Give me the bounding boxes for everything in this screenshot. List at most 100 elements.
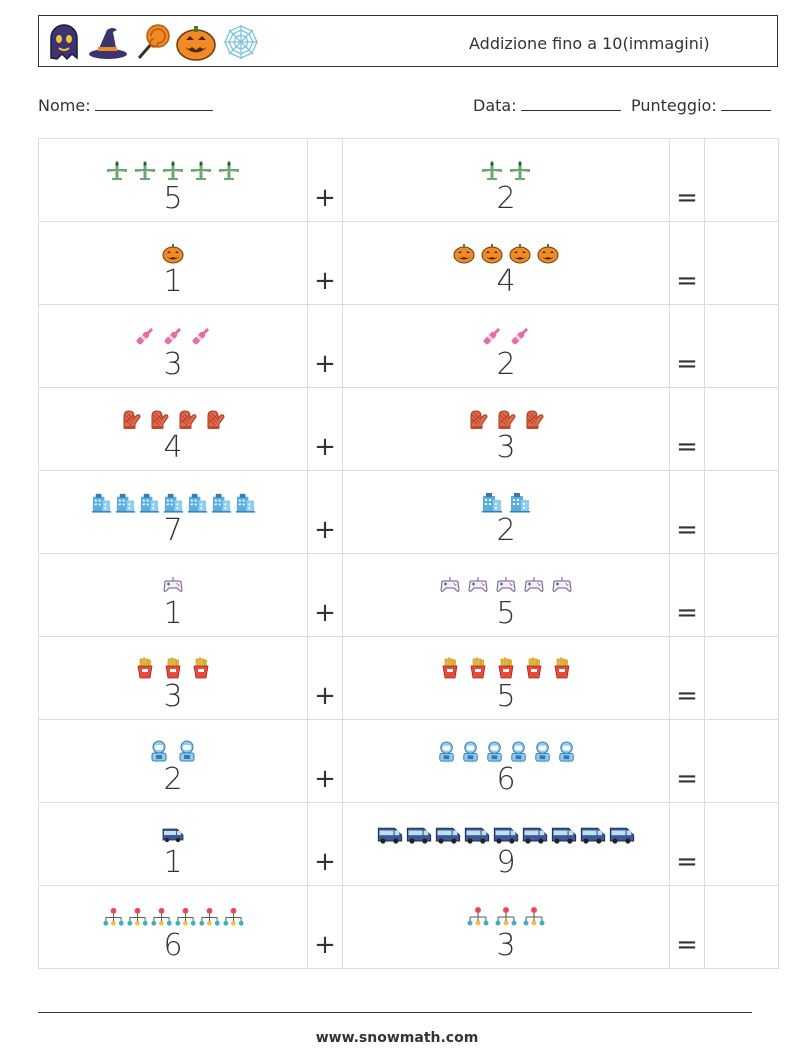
network-icon [523, 907, 545, 926]
astronaut-icon [462, 740, 478, 762]
french-fries-icon [498, 657, 514, 679]
picture-group [39, 655, 307, 681]
answer-box[interactable] [704, 885, 779, 969]
problem-row: 4 + 3 = [38, 387, 779, 471]
answer-box[interactable] [704, 387, 779, 471]
picture-group [39, 323, 307, 349]
answer-box[interactable] [704, 470, 779, 554]
second-addend-number: 9 [496, 845, 516, 880]
second-addend-cell: 5 [342, 553, 670, 637]
building-icon [211, 493, 231, 513]
second-addend-number: 2 [496, 513, 516, 548]
game-controller-icon [468, 577, 488, 592]
problem-row: 1 + 4 = [38, 221, 779, 305]
french-fries-icon [470, 657, 486, 679]
footer-website: www.snowmath.com [315, 1030, 479, 1046]
second-addend-cell: 6 [342, 719, 670, 803]
problem-row: 1 + [38, 553, 779, 637]
problem-row: 3 + 2 = [38, 304, 779, 388]
van-icon [493, 827, 519, 844]
footer-divider [38, 1012, 752, 1013]
second-addend-number: 5 [496, 596, 516, 631]
equals-sign: = [669, 802, 705, 886]
name-field: Nome: [38, 94, 213, 115]
french-fries-icon [526, 657, 542, 679]
building-icon [139, 493, 159, 513]
first-addend-number: 1 [163, 845, 183, 880]
second-addend-number: 2 [496, 181, 516, 216]
problem-row: 7 + 2 = [38, 470, 779, 554]
first-addend-cell: 6 [38, 885, 308, 969]
picture-group [39, 738, 307, 764]
van-icon [377, 827, 403, 844]
answer-box[interactable] [704, 719, 779, 803]
first-addend-cell: 1 [38, 553, 308, 637]
date-blank[interactable] [520, 94, 621, 111]
building-icon [187, 493, 207, 513]
header-icons [45, 20, 261, 64]
second-addend-number: 5 [496, 679, 516, 714]
score-label: Punteggio: [631, 96, 717, 115]
astronaut-icon [179, 740, 195, 762]
first-addend-cell: 2 [38, 719, 308, 803]
pumpkin-icon [537, 244, 559, 264]
answer-box[interactable] [704, 304, 779, 388]
van-icon [609, 827, 635, 844]
airplane-icon [163, 161, 183, 180]
astronaut-icon [438, 740, 454, 762]
van-icon [435, 827, 461, 844]
bottle-icon [511, 327, 529, 345]
answer-box[interactable] [704, 636, 779, 720]
answer-box[interactable] [704, 221, 779, 305]
building-icon [510, 493, 530, 513]
picture-group [39, 406, 307, 432]
network-icon [467, 907, 489, 926]
pumpkin-icon [162, 244, 184, 264]
network-icon [198, 907, 220, 926]
first-addend-number: 7 [163, 513, 183, 548]
french-fries-icon [165, 657, 181, 679]
first-addend-number: 4 [163, 430, 183, 465]
score-blank[interactable] [720, 94, 771, 111]
first-addend-cell: 5 [38, 138, 308, 222]
second-addend-cell: 9 [342, 802, 670, 886]
ghost-icon [50, 24, 78, 61]
first-addend-number: 5 [163, 181, 183, 216]
picture-group [39, 240, 307, 266]
problem-row: 1 + [38, 802, 779, 886]
picture-group [343, 406, 669, 432]
spider-web-icon [224, 25, 258, 59]
equals-sign: = [669, 304, 705, 388]
answer-box[interactable] [704, 553, 779, 637]
second-addend-number: 3 [496, 430, 516, 465]
second-addend-cell: 5 [342, 636, 670, 720]
bottle-icon [164, 327, 182, 345]
picture-group [39, 821, 307, 847]
oven-mitt-icon [526, 410, 544, 429]
picture-group [343, 738, 669, 764]
jack-o-lantern-icon [176, 26, 216, 61]
plus-sign: + [307, 387, 343, 471]
plus-sign: + [307, 636, 343, 720]
airplane-icon [482, 161, 502, 180]
answer-box[interactable] [704, 138, 779, 222]
second-addend-number: 4 [496, 264, 516, 299]
problem-row: 3 + 5 = [38, 636, 779, 720]
name-blank[interactable] [94, 94, 213, 111]
airplane-icon [107, 161, 127, 180]
picture-group [343, 489, 669, 515]
picture-group [343, 904, 669, 930]
van-icon [580, 827, 606, 844]
french-fries-icon [193, 657, 209, 679]
bottle-icon [483, 327, 501, 345]
problem-row: 5 + 2 = [38, 138, 779, 222]
problem-row: 2 + [38, 719, 779, 803]
building-icon [115, 493, 135, 513]
second-addend-number: 3 [496, 928, 516, 963]
game-controller-icon [440, 577, 460, 592]
bottle-icon [192, 327, 210, 345]
answer-box[interactable] [704, 802, 779, 886]
bottle-icon [136, 327, 154, 345]
first-addend-cell: 3 [38, 304, 308, 388]
picture-group [343, 821, 669, 847]
